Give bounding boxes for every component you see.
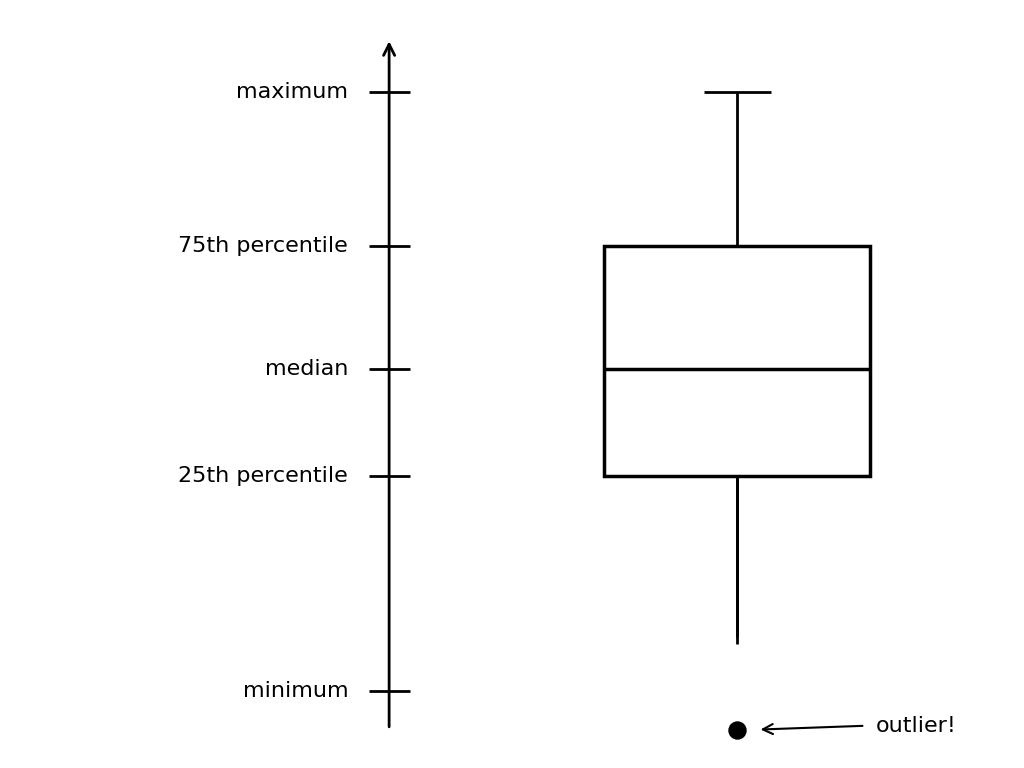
Text: median: median (265, 359, 348, 379)
Text: maximum: maximum (237, 82, 348, 102)
Bar (604, 246, 870, 476)
Text: 25th percentile: 25th percentile (178, 466, 348, 486)
Text: outlier!: outlier! (876, 716, 956, 736)
Point (729, 723, 745, 736)
Text: minimum: minimum (243, 681, 348, 701)
Text: 75th percentile: 75th percentile (178, 236, 348, 256)
